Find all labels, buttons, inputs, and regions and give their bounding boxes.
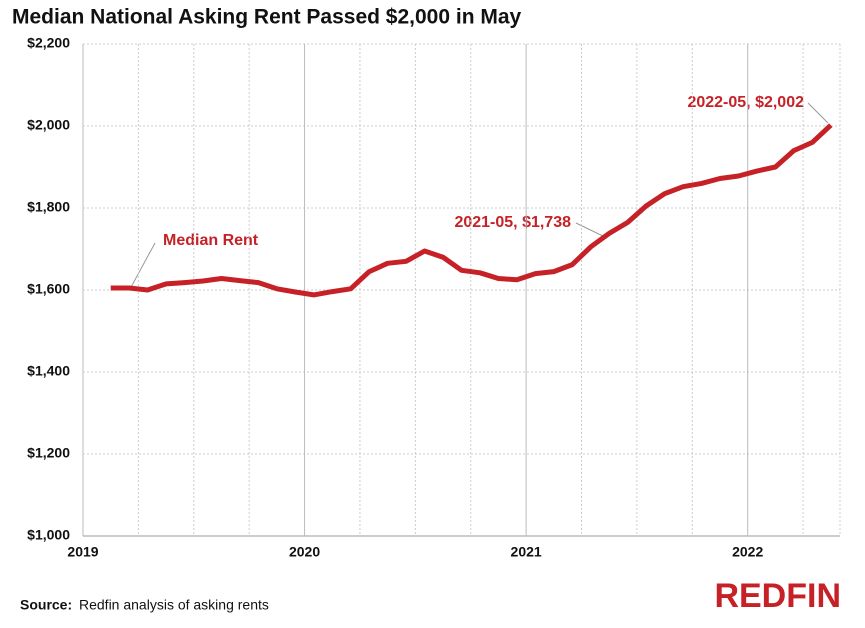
series-line [110, 123, 833, 298]
connector [129, 242, 156, 290]
source-label: Source: [20, 597, 72, 613]
y-tick-label: $1,800 [27, 199, 70, 215]
x-tick-label: 2021 [511, 544, 542, 560]
source: Redfin analysis of asking rents [79, 597, 269, 613]
x-tick-label: 2020 [289, 544, 320, 560]
y-tick-label: $1,600 [27, 281, 70, 297]
x-tick-label: 2019 [67, 544, 98, 560]
y-tick-label: $1,200 [27, 445, 70, 461]
y-tick-label: $1,000 [27, 527, 70, 543]
annotation: 2022-05, $2,002 [687, 94, 804, 111]
x-tick-label: 2022 [732, 544, 763, 560]
y-tick-label: $2,000 [27, 117, 70, 133]
y-tick-label: $2,200 [27, 35, 70, 51]
chart-title: Median National Asking Rent Passed $2,00… [12, 6, 522, 29]
connector [807, 102, 829, 124]
series-label: Median Rent [163, 232, 259, 249]
logo: REDFIN [714, 577, 841, 615]
y-tick-label: $1,400 [27, 363, 70, 379]
annotation: 2021-05, $1,738 [454, 214, 571, 231]
